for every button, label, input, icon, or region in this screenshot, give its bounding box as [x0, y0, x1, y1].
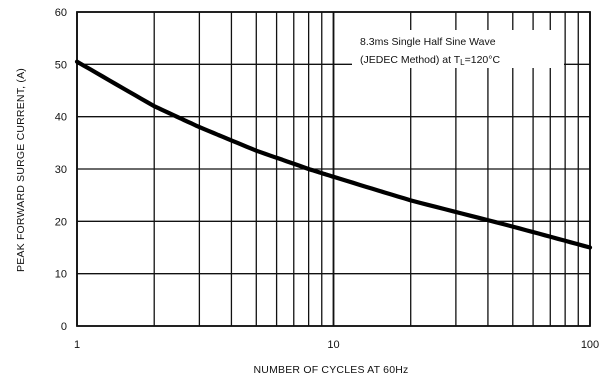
x-axis-label: NUMBER OF CYCLES AT 60Hz	[254, 364, 409, 376]
y-tick-label: 30	[55, 164, 67, 176]
annotation-line-2: (JEDEC Method) at TL=120°C	[360, 54, 500, 67]
annotation-line-1: 8.3ms Single Half Sine Wave	[360, 36, 496, 48]
series-layer	[74, 59, 593, 250]
plot-frame	[76, 11, 591, 327]
x-tick-label: 100	[581, 339, 599, 351]
series-line	[74, 59, 593, 250]
annotation: 8.3ms Single Half Sine Wave (JEDEC Metho…	[352, 30, 564, 68]
tick-labels: 0 10 20 30 40 50 60 1 10 100	[55, 7, 599, 351]
y-tick-label: 20	[55, 216, 67, 228]
y-tick-label: 10	[55, 269, 67, 281]
y-tick-label: 0	[61, 321, 67, 333]
y-tick-label: 50	[55, 59, 67, 71]
y-tick-label: 40	[55, 112, 67, 124]
annotation-background	[352, 30, 564, 68]
x-tick-label: 10	[327, 339, 339, 351]
y-tick-label: 60	[55, 7, 67, 19]
x-tick-label: 1	[74, 339, 80, 351]
y-axis-label: PEAK FORWARD SURGE CURRENT, (A)	[15, 68, 27, 272]
